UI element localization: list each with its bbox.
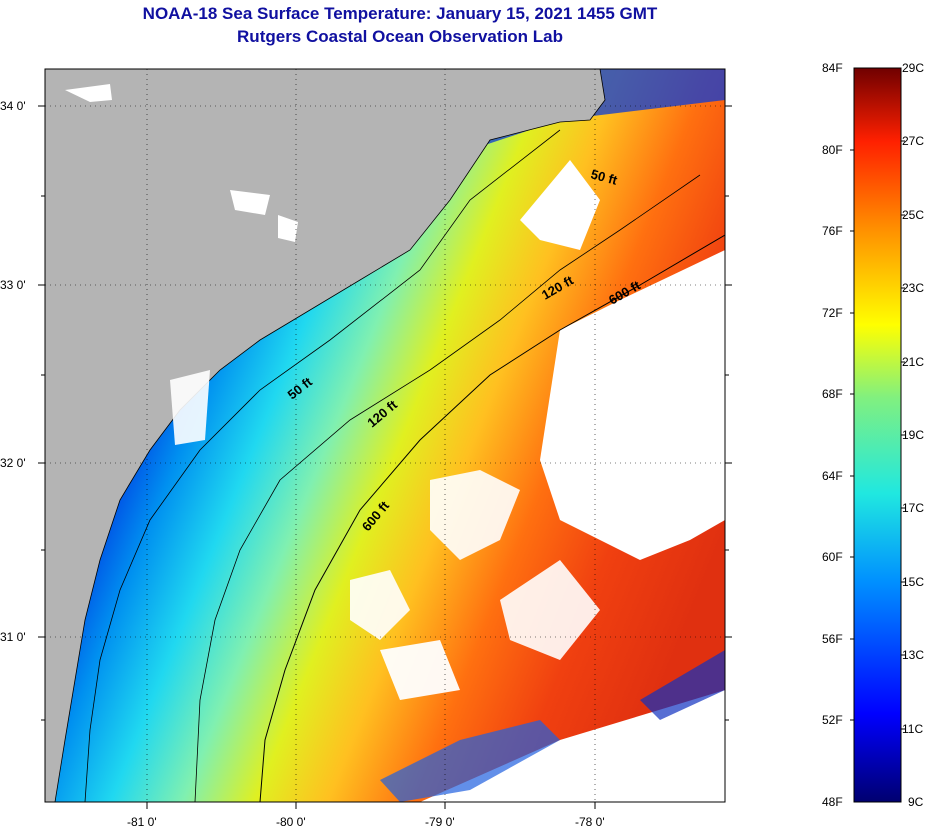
colorbar-c-label: 29C xyxy=(902,61,925,75)
land-lake xyxy=(278,215,298,242)
map-subtitle: Rutgers Coastal Ocean Observation Lab xyxy=(237,27,563,46)
colorbar-f-label: 52F xyxy=(822,713,843,727)
cloud-patch xyxy=(380,640,460,700)
colorbar-f-label: 48F xyxy=(822,795,843,809)
colorbar-f-label: 84F xyxy=(822,61,843,75)
colorbar-c-label: 27C xyxy=(902,134,925,148)
colorbar-f-label: 60F xyxy=(822,550,843,564)
colorbar-c-label: 9C xyxy=(908,795,924,809)
cold-nearshore-north xyxy=(380,69,725,180)
colorbar-c-label: 15C xyxy=(902,575,925,589)
map-title: NOAA-18 Sea Surface Temperature: January… xyxy=(142,4,658,23)
contour-50ft xyxy=(84,129,561,802)
lon-label: -80 0' xyxy=(276,815,306,829)
cold-patch-south xyxy=(640,650,725,720)
contour-label: 50 ft xyxy=(589,166,619,188)
land-lake xyxy=(170,370,210,445)
colorbar-f-label: 64F xyxy=(822,469,843,483)
cloud-patch xyxy=(500,560,600,660)
colorbar-c-label: 21C xyxy=(902,355,925,369)
colorbar-f-label: 72F xyxy=(822,306,843,320)
cloud-patch xyxy=(350,570,410,640)
colorbar-f-label: 80F xyxy=(822,143,843,157)
cold-patch-south xyxy=(380,720,560,802)
colorbar-c-label: 23C xyxy=(902,281,925,295)
lat-label: 32 0' xyxy=(0,456,26,470)
lat-label: 33 0' xyxy=(0,278,26,292)
lon-label: -79 0' xyxy=(425,815,455,829)
lon-label: -81 0' xyxy=(127,815,157,829)
colorbar-c-label: 25C xyxy=(902,208,925,222)
colorbar-f-label: 56F xyxy=(822,632,843,646)
contour-120ft xyxy=(194,174,701,802)
gridlines xyxy=(45,69,725,802)
cloud-patch xyxy=(540,250,725,560)
axis-ticks xyxy=(38,105,732,809)
lon-label: -78 0' xyxy=(575,815,605,829)
colorbar-ticks xyxy=(850,140,905,730)
colorbar-c-label: 11C xyxy=(902,722,924,736)
land-lake xyxy=(230,190,270,215)
lat-label: 34 0' xyxy=(0,99,26,113)
contour-600ft xyxy=(259,234,725,802)
colorbar-c-label: 17C xyxy=(902,501,925,515)
land-mass xyxy=(45,69,606,802)
cloud-patch xyxy=(520,160,600,250)
colorbar-c-label: 13C xyxy=(902,648,925,662)
map-frame xyxy=(44,68,726,803)
lat-label: 31 0' xyxy=(0,630,26,644)
colorbar xyxy=(853,67,902,803)
land-lake xyxy=(65,84,112,102)
colorbar-f-label: 68F xyxy=(822,387,843,401)
colorbar-c-label: 19C xyxy=(902,428,925,442)
cloud-patch xyxy=(430,470,520,560)
colorbar-f-label: 76F xyxy=(822,224,843,238)
